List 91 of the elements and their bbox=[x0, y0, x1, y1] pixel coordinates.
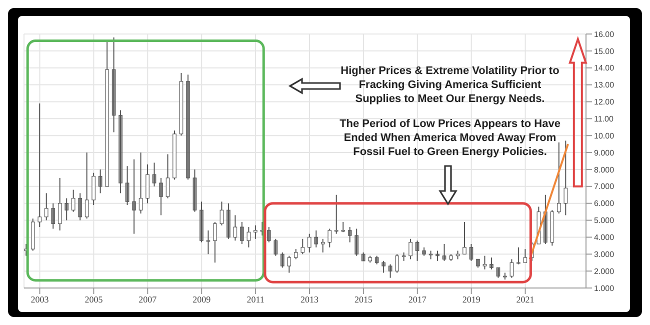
x-tick-label: 2013 bbox=[300, 294, 319, 304]
candlestick bbox=[348, 226, 352, 243]
candlestick bbox=[557, 142, 561, 214]
candlestick bbox=[482, 255, 487, 270]
candlestick bbox=[220, 201, 224, 226]
candlestick bbox=[300, 238, 305, 255]
candlestick bbox=[112, 36, 116, 133]
annotation: The Period of Low Prices Appears to Have Ended When America Moved Away From Fossil Fuel to Green Energy Policies. bbox=[338, 117, 562, 159]
candlestick bbox=[544, 194, 548, 244]
y-tick-label: 4.000 bbox=[594, 233, 615, 242]
candlestick bbox=[98, 168, 102, 194]
candlestick bbox=[71, 189, 76, 212]
candlestick bbox=[44, 192, 48, 221]
y-tick-label: 11.00 bbox=[594, 114, 614, 124]
candlestick bbox=[469, 243, 474, 262]
candlestick bbox=[254, 224, 258, 240]
candlestick bbox=[132, 158, 136, 234]
candlestick bbox=[294, 248, 298, 260]
y-tick-label: 10.00 bbox=[594, 131, 615, 140]
y-tick-label: 6.000 bbox=[594, 199, 615, 208]
candlestick bbox=[274, 238, 278, 256]
candlestick bbox=[307, 233, 312, 253]
y-tick-label: 15.00 bbox=[594, 46, 615, 56]
x-tick-label: 2021 bbox=[516, 294, 534, 304]
candlestick bbox=[166, 154, 170, 199]
candlestick bbox=[436, 250, 440, 262]
candlestick bbox=[314, 230, 318, 248]
candlestick bbox=[395, 254, 399, 274]
candlestick bbox=[374, 255, 379, 265]
x-tick-label: 2009 bbox=[192, 294, 212, 304]
candlestick bbox=[200, 201, 204, 243]
candlestick bbox=[490, 257, 494, 270]
y-tick-label: 5.000 bbox=[594, 216, 615, 226]
candlestick bbox=[186, 74, 190, 180]
x-tick-label: 2019 bbox=[462, 294, 481, 304]
candlestick bbox=[462, 221, 466, 255]
x-tick-label: 2007 bbox=[138, 294, 158, 304]
candlestick bbox=[523, 248, 528, 264]
candlestick bbox=[408, 238, 412, 260]
y-tick-label: 8.000 bbox=[594, 165, 615, 174]
x-tick-label: 2017 bbox=[408, 294, 427, 304]
x-tick-label: 2003 bbox=[30, 294, 50, 304]
candlestick bbox=[125, 166, 130, 206]
candlestick bbox=[328, 228, 332, 248]
candlestick bbox=[84, 152, 89, 220]
candlestick bbox=[146, 164, 150, 204]
candlestick bbox=[564, 140, 568, 216]
candlestick bbox=[320, 238, 325, 253]
candlestick bbox=[496, 267, 500, 278]
y-tick-label: 13.00 bbox=[594, 80, 615, 90]
candlestick bbox=[388, 264, 392, 278]
candlestick bbox=[334, 194, 338, 234]
candlestick bbox=[58, 177, 62, 231]
candlestick bbox=[361, 252, 366, 262]
candlestick bbox=[213, 221, 217, 264]
candlestick bbox=[510, 258, 514, 278]
candlestick bbox=[118, 110, 122, 194]
candlestick bbox=[233, 214, 238, 242]
x-tick-label: 2011 bbox=[246, 294, 264, 304]
candlestick bbox=[152, 162, 156, 187]
candlestick bbox=[92, 172, 96, 206]
y-tick-label: 9.000 bbox=[594, 148, 615, 158]
candlestick bbox=[64, 198, 68, 221]
candlestick bbox=[138, 152, 143, 214]
candlestick bbox=[476, 258, 480, 268]
candlestick bbox=[51, 202, 56, 230]
candlestick bbox=[192, 168, 197, 212]
x-tick-label: 2015 bbox=[354, 294, 373, 304]
candlestick bbox=[354, 228, 358, 256]
y-tick-label: 7.000 bbox=[594, 182, 615, 192]
candlestick bbox=[246, 226, 251, 248]
candlestick bbox=[240, 221, 244, 244]
candlestick bbox=[382, 260, 386, 274]
candlestick bbox=[341, 221, 346, 233]
annotation: Higher Prices & Extreme Volatility Prior to Fracking Giving America Sufficient Supplies to Meet Our Energy Needs. bbox=[340, 64, 560, 106]
candlestick bbox=[280, 252, 284, 268]
x-tick-label: 2005 bbox=[84, 294, 104, 304]
y-tick-label: 2.000 bbox=[594, 266, 615, 276]
candlestick bbox=[159, 177, 163, 216]
candlestick bbox=[78, 192, 82, 221]
candlestick bbox=[415, 240, 420, 262]
candlestick bbox=[226, 202, 230, 240]
candlestick bbox=[422, 246, 426, 256]
candlestick bbox=[287, 255, 292, 274]
y-tick-label: 16.00 bbox=[594, 30, 615, 39]
candlestick bbox=[267, 226, 271, 243]
y-tick-label: 1.000 bbox=[594, 284, 615, 293]
candlestick bbox=[442, 243, 446, 262]
y-tick-label: 14.00 bbox=[594, 64, 615, 73]
y-tick-label: 12.00 bbox=[594, 98, 615, 107]
y-tick-label: 3.000 bbox=[594, 250, 615, 259]
